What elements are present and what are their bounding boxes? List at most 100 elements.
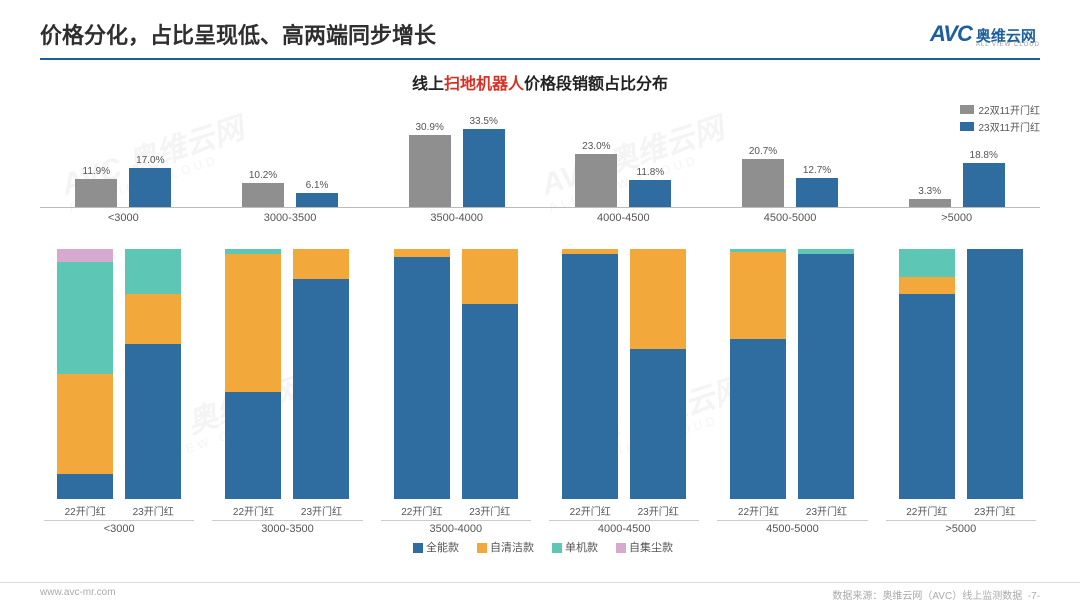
footer: www.avc-mr.com 数据来源：奥维云网（AVC）线上监测数据 -7- (0, 582, 1080, 602)
bar-22: 30.9% (409, 135, 451, 207)
bar-value-label: 33.5% (469, 116, 497, 129)
bar-segment (798, 254, 854, 499)
stacked-bar-group (377, 249, 535, 499)
bar-segment (225, 254, 281, 392)
category-axis-label: >5000 (886, 520, 1036, 535)
sub-axis-label: 22开门红 (394, 503, 450, 518)
sub-axis-label: 23开门红 (125, 503, 181, 518)
x-category-label: <3000 (40, 212, 207, 224)
bar-segment (899, 294, 955, 499)
bar-segment (899, 277, 955, 295)
bar-group: 23.0% 11.8% (540, 128, 707, 207)
category-axis-label: 4500-5000 (717, 520, 867, 535)
sub-axis-label: 22开门红 (57, 503, 113, 518)
footer-url: www.avc-mr.com (40, 587, 116, 602)
bar-22: 20.7% (742, 159, 784, 207)
sub-axis-label: 22开门红 (562, 503, 618, 518)
legend-swatch (616, 543, 626, 553)
sub-axis-label: 23开门红 (630, 503, 686, 518)
category-axis-label: 4000-4500 (549, 520, 699, 535)
legend-swatch (960, 105, 974, 114)
bar-23: 18.8% (963, 163, 1005, 207)
bottom-sub-axis: 22开门红 23开门红 22开门红 23开门红 22开门红 23开门红 22开门红 23开门红… (40, 503, 1040, 518)
sub-axis-label: 23开门红 (967, 503, 1023, 518)
bar-segment (293, 279, 349, 499)
bar-value-label: 6.1% (306, 180, 329, 193)
bar-23: 12.7% (796, 178, 838, 208)
bar-group: 20.7% 12.7% (707, 128, 874, 207)
bar-value-label: 11.9% (83, 166, 111, 179)
bar-22: 10.2% (242, 183, 284, 207)
bar-value-label: 18.8% (970, 150, 998, 163)
x-category-label: 3500-4000 (373, 212, 540, 224)
page-title: 价格分化，占比呈现低、高两端同步增长 (40, 18, 436, 50)
legend-swatch (413, 543, 423, 553)
page-number: -7- (1028, 591, 1040, 602)
legend-item: 22双11开门红 (960, 102, 1040, 117)
stacked-bar (562, 249, 618, 499)
stacked-bar (798, 249, 854, 499)
bar-22: 3.3% (909, 199, 951, 207)
legend-item: 全能款 (407, 542, 459, 554)
type-share-stacked-chart: 22开门红 23开门红 22开门红 23开门红 22开门红 23开门红 22开门红 23开门红… (40, 249, 1040, 549)
bar-group: 3.3% 18.8% (873, 128, 1040, 207)
bar-value-label: 10.2% (249, 170, 277, 183)
x-category-label: 3000-3500 (207, 212, 374, 224)
bar-segment (899, 249, 955, 277)
stacked-bar-group (545, 249, 703, 499)
legend-swatch (552, 543, 562, 553)
bar-value-label: 11.8% (637, 167, 665, 180)
stacked-bar (730, 249, 786, 499)
stacked-bar (630, 249, 686, 499)
sub-axis-label: 22开门红 (899, 503, 955, 518)
subtitle-highlight: 扫地机器人 (444, 76, 524, 93)
bar-segment (57, 249, 113, 262)
x-category-label: 4500-5000 (707, 212, 874, 224)
bar-segment (57, 474, 113, 499)
sub-axis-label: 22开门红 (225, 503, 281, 518)
legend-label: 22双11开门红 (978, 102, 1040, 117)
category-axis-label: <3000 (44, 520, 194, 535)
bar-segment (630, 249, 686, 349)
bar-segment (293, 249, 349, 279)
bar-23: 33.5% (463, 129, 505, 207)
bar-segment (730, 252, 786, 340)
bar-value-label: 20.7% (749, 146, 777, 159)
bottom-plot-area (40, 249, 1040, 499)
price-share-bar-chart: 22双11开门红23双11开门红 11.9%17.0%10.2%6.1%30.9… (40, 98, 1040, 233)
bar-segment (57, 374, 113, 474)
bar-value-label: 12.7% (803, 165, 831, 178)
legend-item: 自清洁款 (471, 542, 534, 554)
top-x-axis: <30003000-35003500-40004000-45004500-500… (40, 212, 1040, 224)
bar-segment (394, 249, 450, 257)
bar-22: 23.0% (575, 154, 617, 207)
subtitle-post: 价格段销额占比分布 (524, 76, 668, 93)
bar-value-label: 30.9% (415, 122, 443, 135)
top-plot-area: 11.9%17.0%10.2%6.1%30.9%33.5%23.0%11.8%2… (40, 128, 1040, 208)
header: 价格分化，占比呈现低、高两端同步增长 AVC 奥维云网 ALL VIEW CLO… (0, 0, 1080, 58)
bar-23: 17.0% (129, 168, 171, 208)
footer-source: 数据来源：奥维云网（AVC）线上监测数据 -7- (832, 587, 1040, 602)
stacked-bar (293, 249, 349, 499)
logo-en-text: ALL VIEW CLOUD (976, 42, 1040, 48)
category-axis-label: 3500-4000 (381, 520, 531, 535)
sub-axis-label: 23开门红 (462, 503, 518, 518)
bar-segment (730, 339, 786, 499)
header-rule (40, 58, 1040, 60)
stacked-bar-group (882, 249, 1040, 499)
bar-segment (462, 249, 518, 304)
bar-segment (630, 349, 686, 499)
stacked-bar-group (208, 249, 366, 499)
bar-segment (57, 262, 113, 375)
bar-value-label: 23.0% (582, 141, 610, 154)
bar-value-label: 17.0% (136, 155, 164, 168)
stacked-bar (225, 249, 281, 499)
bottom-legend: 全能款自清洁款单机款自集尘款 (40, 539, 1040, 555)
stacked-bar (125, 249, 181, 499)
bar-segment (462, 304, 518, 499)
x-category-label: 4000-4500 (540, 212, 707, 224)
legend-item: 自集尘款 (610, 542, 673, 554)
sub-axis-label: 23开门红 (293, 503, 349, 518)
brand-logo: AVC 奥维云网 ALL VIEW CLOUD (930, 21, 1040, 48)
bar-value-label: 3.3% (918, 186, 941, 199)
